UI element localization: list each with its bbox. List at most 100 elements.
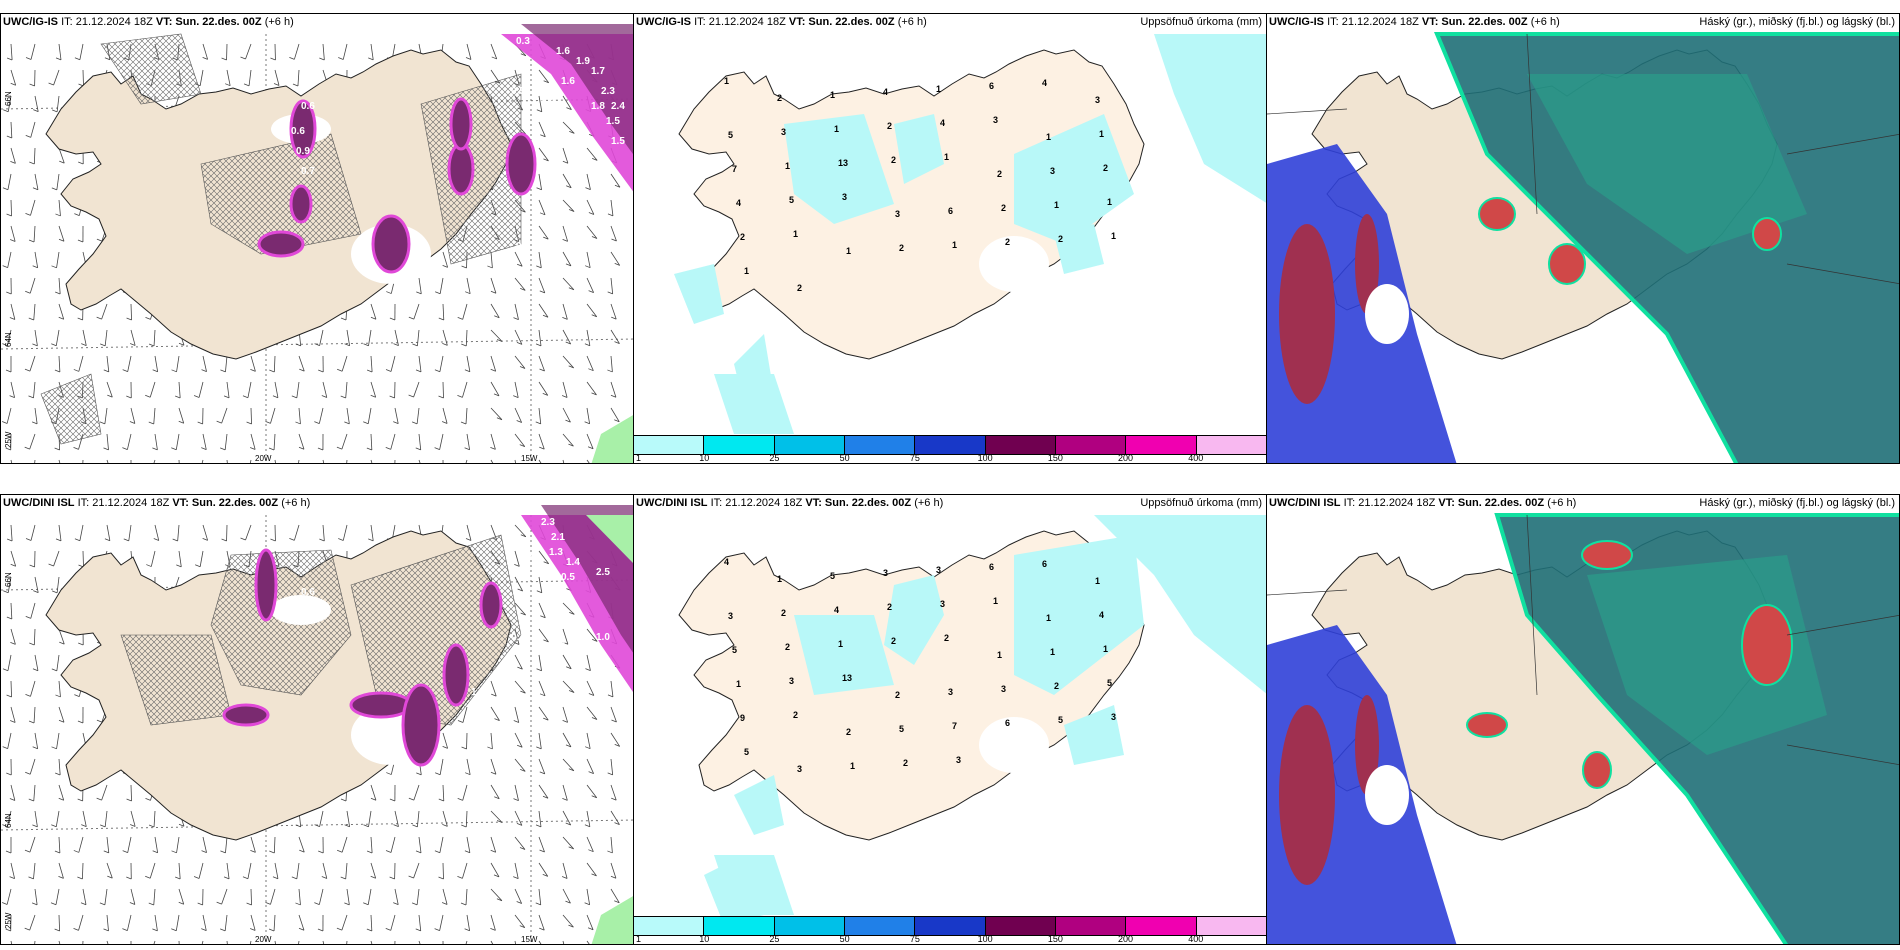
wind-barb-flag bbox=[491, 56, 497, 60]
wind-barb-flag bbox=[542, 874, 548, 877]
wind-barb-flag bbox=[543, 639, 549, 643]
wind-barb bbox=[153, 888, 156, 905]
wind-barb bbox=[586, 199, 595, 215]
wind-barb-flag bbox=[25, 538, 32, 541]
wind-barb bbox=[56, 173, 60, 190]
wind-barb bbox=[562, 147, 569, 164]
wind-barb-flag bbox=[28, 317, 34, 321]
precip-value-label: 6 bbox=[1005, 718, 1010, 728]
lead-time: (+6 h) bbox=[914, 497, 944, 509]
wind-barb-flag bbox=[96, 316, 102, 320]
wind-barb-flag bbox=[490, 447, 496, 450]
legend-tick-label: 75 bbox=[909, 934, 920, 944]
wind-barb bbox=[199, 550, 204, 567]
wind-barb bbox=[29, 355, 36, 372]
wind-barb-flag bbox=[25, 212, 31, 216]
wind-barb-flag bbox=[58, 238, 65, 242]
wind-barb-flag bbox=[465, 772, 471, 776]
wind-barb-flag bbox=[561, 876, 568, 879]
wind-barb-flag bbox=[565, 822, 571, 826]
legend-swatch bbox=[1055, 436, 1127, 454]
precip-area bbox=[1064, 705, 1124, 765]
wind-barb bbox=[342, 43, 348, 60]
wind-barb-flag bbox=[363, 343, 369, 347]
wind-speed-blob bbox=[401, 683, 441, 767]
init-time: IT: 21.12.2024 18Z bbox=[61, 16, 153, 28]
wind-barb bbox=[154, 433, 158, 450]
thick-cloud-core bbox=[1752, 217, 1782, 251]
lon-label-right: 15W bbox=[521, 935, 538, 944]
wind-barb-flag bbox=[99, 902, 106, 906]
wind-barb-flag bbox=[520, 768, 526, 772]
wind-barb bbox=[462, 784, 468, 801]
wind-barb bbox=[418, 836, 422, 853]
init-time: IT: 21.12.2024 18Z bbox=[710, 497, 803, 509]
wind-barb bbox=[58, 680, 61, 697]
wind-value-label: 2.5 bbox=[596, 567, 610, 578]
wind-barb-flag bbox=[220, 369, 226, 373]
wind-barb-flag bbox=[81, 824, 87, 828]
wind-barb-flag bbox=[491, 693, 497, 697]
wind-barb bbox=[106, 862, 113, 879]
wind-barb-flag bbox=[54, 447, 60, 451]
wind-barb bbox=[390, 914, 396, 931]
precip-legend: 1 10 25 50 75 100 150 200 400 bbox=[634, 916, 1266, 944]
wind-barb-flag bbox=[562, 798, 568, 801]
wind-barb bbox=[248, 69, 252, 86]
wind-barb-flag bbox=[269, 850, 275, 854]
wind-barb-flag bbox=[412, 824, 418, 828]
wind-barb-flag bbox=[344, 902, 350, 906]
precip-value-label: 4 bbox=[883, 87, 888, 97]
wind-barb-flag bbox=[28, 798, 34, 802]
lon-label-mid: 20W bbox=[255, 935, 272, 944]
wind-barb bbox=[490, 355, 497, 372]
precip-value-label: 4 bbox=[834, 605, 839, 615]
thick-cloud-core bbox=[1741, 604, 1793, 686]
precip-value-label: 1 bbox=[997, 650, 1002, 660]
wind-barb-flag bbox=[513, 876, 519, 880]
wind-barb-flag bbox=[80, 902, 87, 906]
wind-barb bbox=[150, 550, 156, 567]
wind-barb bbox=[341, 433, 348, 450]
wind-barb-flag bbox=[363, 421, 369, 425]
wind-barb bbox=[226, 459, 228, 463]
lat-label-top: 66N bbox=[4, 572, 13, 587]
wind-speed-blob bbox=[449, 97, 473, 151]
precip-value-label: 5 bbox=[728, 130, 733, 140]
precip-value-label: 2 bbox=[793, 710, 798, 720]
wind-barb bbox=[7, 95, 12, 112]
wind-barb bbox=[538, 758, 546, 775]
wind-barb-flag bbox=[520, 612, 526, 616]
wind-barb bbox=[55, 329, 60, 346]
wind-barb-flag bbox=[539, 446, 545, 450]
wind-barb-flag bbox=[614, 419, 620, 423]
wind-barb-flag bbox=[366, 369, 373, 373]
wind-barb bbox=[7, 810, 12, 827]
wind-barb-flag bbox=[317, 447, 324, 451]
wind-barb-flag bbox=[153, 538, 159, 541]
wind-barb bbox=[127, 433, 132, 450]
wind-barb bbox=[318, 888, 324, 905]
wind-barb-flag bbox=[536, 187, 542, 191]
wind-barb bbox=[562, 329, 572, 345]
wind-barb-flag bbox=[565, 341, 571, 345]
wind-barb bbox=[101, 784, 108, 801]
wind-barb-flag bbox=[607, 213, 614, 217]
wind-barb bbox=[586, 251, 591, 268]
precip-value-label: 1 bbox=[846, 246, 851, 256]
wind-barb-flag bbox=[319, 57, 325, 61]
precip-value-label: 3 bbox=[781, 127, 786, 137]
precip-value-label: 1 bbox=[1111, 231, 1116, 241]
legend-tick-label: 400 bbox=[1188, 934, 1204, 944]
wind-barb bbox=[466, 43, 472, 60]
wind-barb-flag bbox=[569, 611, 575, 615]
wind-barb-flag bbox=[10, 161, 16, 164]
precip-value-label: 1 bbox=[850, 761, 855, 771]
wind-barb-flag bbox=[513, 720, 519, 723]
wind-barb-flag bbox=[519, 847, 526, 850]
wind-barb-flag bbox=[542, 314, 549, 318]
wind-barb bbox=[538, 888, 542, 905]
precip-value-label: 2 bbox=[1054, 681, 1059, 691]
wind-barb-flag bbox=[25, 57, 32, 60]
wind-barb-flag bbox=[9, 395, 15, 398]
